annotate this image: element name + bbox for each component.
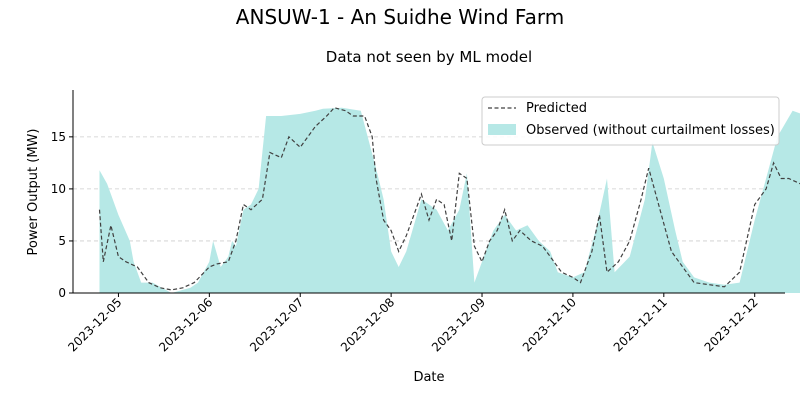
x-tick-label: 2023-12-05 [65, 295, 124, 354]
observed-area-layer [99, 107, 800, 293]
y-tick-label: 0 [58, 286, 66, 300]
legend-observed-label: Observed (without curtailment losses) [526, 123, 775, 138]
legend: Predicted Observed (without curtailment … [481, 96, 780, 146]
x-tick-label: 2023-12-12 [702, 295, 761, 354]
x-tick-label: 2023-12-11 [611, 295, 670, 354]
x-tick-label: 2023-12-06 [156, 295, 215, 354]
y-ticks: 0 5 10 15 [51, 130, 73, 300]
y-tick-label: 10 [51, 182, 66, 196]
x-ticks: 2023-12-05 2023-12-06 2023-12-07 2023-12-08… [65, 293, 761, 354]
observed-area [99, 107, 800, 293]
legend-observed-swatch [488, 124, 516, 135]
x-tick-label: 2023-12-10 [520, 295, 579, 354]
y-tick-label: 15 [51, 130, 66, 144]
chart-subtitle: Data not seen by ML model [326, 48, 532, 66]
y-axis-label: Power Output (MW) [26, 129, 41, 256]
x-tick-label: 2023-12-09 [429, 295, 488, 354]
x-tick-label: 2023-12-07 [247, 295, 306, 354]
legend-frame [481, 96, 780, 146]
legend-predicted-label: Predicted [526, 101, 587, 116]
y-tick-label: 5 [58, 234, 66, 248]
chart-title: ANSUW-1 - An Suidhe Wind Farm [236, 5, 564, 29]
x-axis-label: Date [413, 370, 444, 385]
x-tick-label: 2023-12-08 [338, 295, 397, 354]
